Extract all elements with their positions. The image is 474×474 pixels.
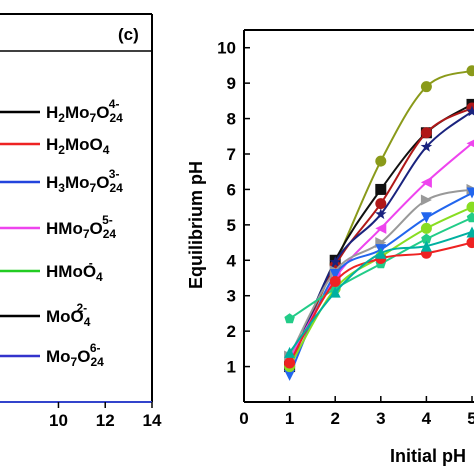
data-point <box>375 198 387 210</box>
data-point <box>284 313 295 324</box>
legend-label: HMo7O245- <box>46 213 116 241</box>
data-point <box>329 286 341 298</box>
legend-label: MoO42- <box>46 301 91 329</box>
data-point <box>420 81 432 93</box>
data-point <box>284 369 296 381</box>
legend-item-h2moo4: H2MoO4 <box>0 135 110 157</box>
x-tick-label: 3 <box>376 409 385 428</box>
data-point <box>466 187 474 199</box>
y-tick-label: 6 <box>227 180 236 199</box>
x-tick-label: 1 <box>285 409 294 428</box>
series-line <box>288 103 473 367</box>
legend: H2Mo7O244- H2MoO4 H3Mo7O243- HMo7O245- HMoO4… <box>0 97 123 369</box>
data-point <box>466 237 474 249</box>
data-point <box>375 183 387 195</box>
y-tick-label: 4 <box>227 251 237 270</box>
y-axis-title: Equilibrium pH <box>186 161 206 289</box>
series-11 <box>284 226 474 358</box>
data-point <box>329 268 341 280</box>
legend-item-moo4: MoO42- <box>0 301 91 329</box>
data-point <box>329 276 341 288</box>
left-x-axis-ticks: 10 12 14 <box>49 402 162 430</box>
y-tick-label: 7 <box>227 145 236 164</box>
series-line <box>288 107 473 366</box>
data-point <box>421 233 432 244</box>
data-point <box>420 176 432 188</box>
x-axis-title: Initial pH <box>390 446 466 466</box>
legend-label: H2MoO4 <box>46 135 110 157</box>
data-point <box>466 139 474 148</box>
left-x-tick-label: 10 <box>49 411 68 430</box>
y-tick-label: 2 <box>227 322 236 341</box>
legend-label: HMoO4- <box>46 256 103 284</box>
legend-item-h2mo7o24: H2Mo7O244- <box>0 97 123 125</box>
legend-item-hmoo4: HMoO4- <box>0 256 103 284</box>
series-6 <box>284 183 474 362</box>
data-point <box>284 357 296 369</box>
data-point <box>466 105 474 117</box>
left-x-tick-label: 14 <box>143 411 162 430</box>
x-tick-label: 0 <box>239 409 248 428</box>
legend-label: H3Mo7O243- <box>46 167 123 195</box>
x-tick-label: 5 <box>467 409 474 428</box>
y-tick-label: 1 <box>227 358 236 377</box>
y-tick-label: 3 <box>227 287 236 306</box>
data-point <box>466 65 474 77</box>
data-point <box>420 194 432 206</box>
data-point <box>284 346 296 358</box>
data-point <box>420 222 432 234</box>
right-plot-series <box>283 65 474 381</box>
y-tick-label: 10 <box>217 39 236 58</box>
data-point <box>420 212 432 224</box>
series-3 <box>284 102 474 371</box>
data-point <box>420 140 433 152</box>
right-plot-axes: 1 2 3 4 5 6 7 8 9 10 0 1 2 3 4 5 <box>217 29 474 428</box>
y-tick-label: 9 <box>227 74 236 93</box>
x-tick-label: 4 <box>422 409 432 428</box>
data-point <box>466 212 474 223</box>
data-point <box>420 127 432 139</box>
data-point <box>375 208 387 220</box>
data-point <box>420 240 432 252</box>
data-point <box>466 226 474 238</box>
y-tick-label: 5 <box>227 216 236 235</box>
data-point <box>375 247 387 259</box>
series-line <box>288 69 473 364</box>
panel-label: (c) <box>118 25 139 44</box>
data-point <box>375 155 387 167</box>
left-x-tick-label: 12 <box>96 411 115 430</box>
data-point <box>375 222 387 234</box>
legend-item-h3mo7o24: H3Mo7O243- <box>0 167 123 195</box>
data-point <box>466 201 474 213</box>
series-2 <box>284 98 474 373</box>
y-tick-label: 8 <box>227 110 236 129</box>
legend-label: Mo7O246- <box>46 341 104 369</box>
left-plot-frame: (c) <box>0 13 153 403</box>
legend-item-hmo7o24: HMo7O245- <box>0 213 116 241</box>
data-point <box>329 256 341 267</box>
legend-item-mo7o24: Mo7O246- <box>0 341 104 369</box>
legend-label: H2Mo7O244- <box>46 97 123 125</box>
x-tick-label: 2 <box>330 409 339 428</box>
